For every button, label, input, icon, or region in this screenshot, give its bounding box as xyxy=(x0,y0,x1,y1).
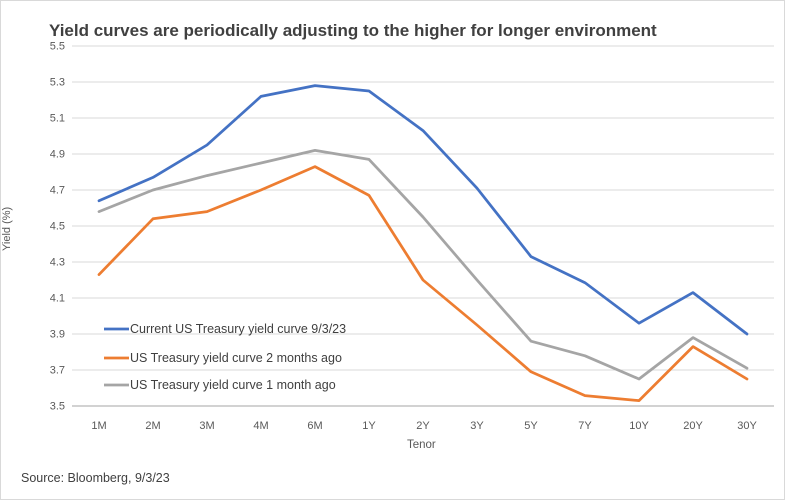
svg-text:5.5: 5.5 xyxy=(50,41,65,53)
svg-text:3.9: 3.9 xyxy=(50,329,65,341)
svg-text:4.1: 4.1 xyxy=(50,293,65,305)
svg-text:5.1: 5.1 xyxy=(50,113,65,125)
svg-text:10Y: 10Y xyxy=(629,420,649,432)
svg-text:2Y: 2Y xyxy=(416,420,430,432)
svg-text:30Y: 30Y xyxy=(737,420,757,432)
svg-text:US Treasury yield curve 1 mont: US Treasury yield curve 1 month ago xyxy=(130,378,336,392)
svg-text:2M: 2M xyxy=(145,420,160,432)
svg-text:5Y: 5Y xyxy=(524,420,538,432)
svg-text:Current US Treasury yield curv: Current US Treasury yield curve 9/3/23 xyxy=(130,322,346,336)
svg-text:20Y: 20Y xyxy=(683,420,703,432)
svg-text:1Y: 1Y xyxy=(362,420,376,432)
svg-text:3.7: 3.7 xyxy=(50,365,65,377)
svg-text:1M: 1M xyxy=(91,420,106,432)
svg-text:US Treasury yield curve 2 mont: US Treasury yield curve 2 months ago xyxy=(130,351,342,365)
svg-text:4.3: 4.3 xyxy=(50,257,65,269)
svg-text:6M: 6M xyxy=(307,420,322,432)
svg-text:7Y: 7Y xyxy=(578,420,592,432)
svg-text:4.7: 4.7 xyxy=(50,185,65,197)
svg-text:3Y: 3Y xyxy=(470,420,484,432)
svg-text:4.9: 4.9 xyxy=(50,149,65,161)
svg-text:5.3: 5.3 xyxy=(50,77,65,89)
svg-text:3M: 3M xyxy=(199,420,214,432)
svg-text:4.5: 4.5 xyxy=(50,221,65,233)
svg-text:4M: 4M xyxy=(253,420,268,432)
svg-text:3.5: 3.5 xyxy=(50,401,65,413)
